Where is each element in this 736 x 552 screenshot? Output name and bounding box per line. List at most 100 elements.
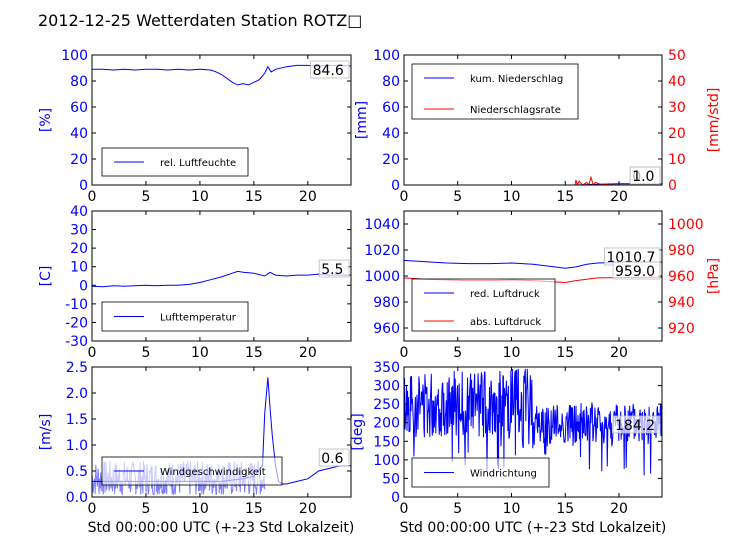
y-tick-label-r-pressure-940: 940	[668, 295, 695, 311]
y-axis-label-wind: [m/s]	[38, 414, 54, 451]
y-tick-label-humidity-80: 80	[70, 74, 88, 90]
plot-frame-wind	[91, 366, 352, 498]
legend-humidity: rel. Luftfeuchte	[101, 147, 249, 177]
legend-wind: Windgeschwindigkeit	[101, 456, 283, 486]
x-tick-label-humidity-5: 5	[141, 189, 150, 205]
series-line-precip-1	[404, 175, 662, 185]
x-tick-label-wind-15: 15	[245, 501, 263, 517]
x-tick-label-pressure-5: 5	[453, 345, 462, 361]
x-tick-label-temp-20: 20	[299, 345, 317, 361]
y-tick-label-winddir-250: 250	[373, 397, 400, 413]
y-tick-label-precip-20: 20	[382, 152, 400, 168]
legend-temp: Lufttemperatur	[101, 301, 249, 332]
y-tick-label-wind-0.5: 0.5	[66, 464, 88, 480]
series-line-temp-0	[92, 270, 351, 288]
legend-precip: kum. Niederschlag Niederschlagsrate	[411, 63, 579, 120]
last-value-wind-box	[318, 448, 350, 467]
y-tick-label-winddir-350: 350	[373, 360, 400, 376]
x-tick-label-winddir-5: 5	[453, 501, 462, 517]
x-tick-label-temp-15: 15	[245, 345, 263, 361]
x-tick-label-winddir-0: 0	[400, 501, 409, 517]
plot-frame-humidity	[91, 54, 352, 186]
panel-humidity: 0 5 10 15 20 0 20 40 60 80 100 [%] 84.6 rel. Luftfeuc…	[38, 48, 352, 205]
x-tick-label-humidity-20: 20	[299, 189, 317, 205]
x-tick-label-winddir-15: 15	[556, 501, 574, 517]
x-tick-label-humidity-15: 15	[245, 189, 263, 205]
legend-label-winddir-0: Windrichtung	[470, 469, 537, 480]
x-tick-label-pressure-20: 20	[610, 345, 628, 361]
y-tick-label-winddir-0: 0	[391, 490, 400, 506]
y-tick-label-winddir-50: 50	[382, 471, 400, 487]
y-tick-label-pressure-960: 960	[373, 321, 400, 337]
y-tick-label-humidity-40: 40	[70, 126, 88, 142]
last-value-temp: 5.5	[321, 262, 343, 278]
x-tick-label-humidity-0: 0	[88, 189, 97, 205]
x-tick-label-pressure-0: 0	[400, 345, 409, 361]
x-tick-label-temp-0: 0	[88, 345, 97, 361]
legend-pressure: red. Luftdruck abs. Luftdruck	[411, 278, 556, 332]
legend-label-pressure-0: red. Luftdruck	[470, 289, 540, 300]
y-tick-label-r-precip-30: 30	[668, 100, 686, 116]
y-tick-label-precip-0: 0	[391, 178, 400, 194]
x-tick-label-wind-10: 10	[191, 501, 209, 517]
panel-pressure: 0 5 10 15 20 960 980 1000 1020 1040 920 940 960 980 10…	[364, 210, 722, 361]
x-tick-label-precip-5: 5	[453, 189, 462, 205]
last-value-humidity-box	[310, 60, 350, 79]
y-tick-label-temp-30: 30	[70, 223, 88, 239]
y-tick-label-temp-10: 10	[70, 260, 88, 276]
y-tick-label-winddir-100: 100	[373, 453, 400, 469]
legend-label-pressure-1: abs. Luftdruck	[470, 317, 541, 328]
legend-label-wind-0: Windgeschwindigkeit	[160, 467, 266, 478]
y-tick-label-temp--30: -30	[65, 334, 88, 350]
x-axis-label-right: Std 00:00:00 UTC (+-23 Std Lokalzeit)	[400, 520, 667, 536]
y-tick-label-wind-2: 2.0	[66, 386, 88, 402]
x-tick-label-winddir-20: 20	[610, 501, 628, 517]
y-tick-label-temp--10: -10	[65, 297, 88, 313]
y-axis-label-temp: [C]	[38, 266, 54, 287]
last-value-precip-box	[629, 166, 661, 185]
figure-title: 2012-12-25 Wetterdaten Station ROTZ□	[38, 11, 362, 30]
series-line-humidity-0	[92, 64, 351, 86]
y-tick-label-r-pressure-960: 960	[668, 269, 695, 285]
y-tick-label-r-precip-20: 20	[668, 126, 686, 142]
last-value-precip: 1.0	[632, 169, 654, 185]
y-tick-label-precip-80: 80	[382, 74, 400, 90]
x-tick-label-wind-5: 5	[141, 501, 150, 517]
y-axis-label-winddir: [deg]	[350, 413, 366, 450]
last-value-winddir-box	[612, 415, 661, 434]
legend-label-temp-0: Lufttemperatur	[160, 313, 237, 324]
y-tick-label-r-precip-10: 10	[668, 152, 686, 168]
y-tick-label-r-pressure-1000: 1000	[668, 217, 704, 233]
y-tick-label-pressure-1020: 1020	[364, 243, 400, 259]
legend-label-humidity-0: rel. Luftfeuchte	[160, 158, 236, 169]
y-tick-label-winddir-300: 300	[373, 379, 400, 395]
last-value-humidity: 84.6	[313, 63, 344, 79]
legend-box-humidity	[101, 147, 249, 177]
x-tick-label-precip-10: 10	[503, 189, 521, 205]
x-tick-label-wind-0: 0	[88, 501, 97, 517]
x-axis-label-left: Std 00:00:00 UTC (+-23 Std Lokalzeit)	[88, 520, 355, 536]
y-tick-label-r-pressure-980: 980	[668, 243, 695, 259]
x-tick-label-wind-20: 20	[299, 501, 317, 517]
x-tick-label-precip-15: 15	[556, 189, 574, 205]
y-tick-label-temp-20: 20	[70, 241, 88, 257]
last-value-temp-box	[318, 259, 350, 278]
panel-wind: 0 5 10 15 20 0.0 0.5 1.0 1.5 2.0 2.5 [m/s] 0.6 Windge…	[38, 360, 352, 517]
last-value-winddir: 184.2	[615, 418, 655, 434]
y-tick-label-humidity-60: 60	[70, 100, 88, 116]
y-tick-label-r-precip-0: 0	[668, 178, 677, 194]
legend-box-precip	[411, 63, 579, 120]
y-tick-label-humidity-0: 0	[79, 178, 88, 194]
y-tick-label-humidity-20: 20	[70, 152, 88, 168]
last-value-wind: 0.6	[321, 451, 343, 467]
y-tick-label-pressure-1000: 1000	[364, 269, 400, 285]
y-tick-label-wind-2.5: 2.5	[66, 360, 88, 376]
y-tick-label-wind-0: 0.0	[66, 490, 88, 506]
legend-winddir: Windrichtung	[411, 457, 550, 488]
panel-precip: 0 5 10 15 20 0 20 40 60 80 100 0 10 20 30 40 50 [mm] [mm/s…	[354, 48, 722, 205]
y-tick-label-temp--20: -20	[65, 315, 88, 331]
y-tick-label-pressure-1040: 1040	[364, 217, 400, 233]
y-tick-label-winddir-200: 200	[373, 416, 400, 432]
legend-label-precip-1: Niederschlagsrate	[470, 105, 561, 116]
